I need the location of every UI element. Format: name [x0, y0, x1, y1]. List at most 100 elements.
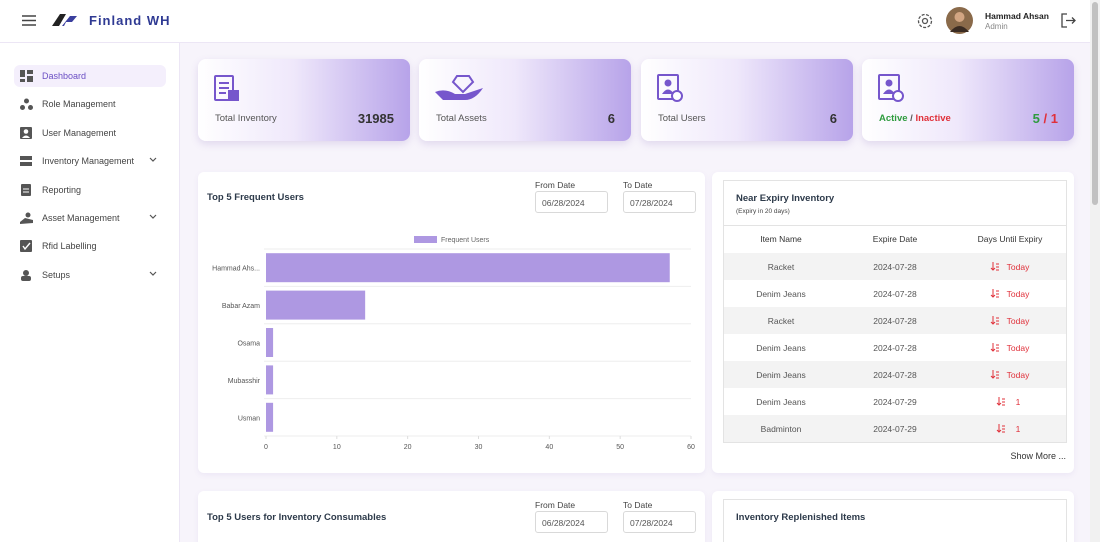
user-name: Hammad Ahsan [985, 11, 1049, 21]
table-cell: 1 [1015, 424, 1021, 434]
y-tick-label: Mubasshir [228, 378, 261, 385]
column-header: Days Until Expiry [977, 234, 1043, 244]
expiry-arrow [990, 289, 999, 298]
table-cell: Denim Jeans [756, 397, 806, 407]
avatar[interactable] [946, 7, 973, 34]
user-role: Admin [985, 22, 1008, 31]
table-row: Denim Jeans 2024-07-29 1 [724, 388, 1066, 415]
x-tick-label: 0 [264, 444, 268, 451]
nav-item[interactable]: Asset Management [14, 207, 166, 229]
expiry-arrow [996, 424, 1005, 433]
logo [52, 14, 77, 26]
table-cell: Badminton [760, 424, 802, 434]
table-cell: Denim Jeans [756, 343, 806, 353]
bar [266, 328, 274, 357]
nav-label: Role Management [42, 99, 116, 109]
settings-button[interactable] [916, 12, 934, 30]
bar [266, 290, 366, 320]
active-label: Active [879, 113, 908, 124]
stat-value: 31985 [357, 111, 394, 126]
x-tick-label: 40 [545, 444, 553, 451]
nav-item[interactable]: Reporting [14, 179, 166, 201]
table-cell: Today [1006, 370, 1030, 380]
nav-item[interactable]: Setups [14, 264, 166, 286]
stat-label: Total Users [658, 113, 706, 124]
nav-item[interactable]: Dashboard [14, 65, 166, 87]
date-input[interactable]: 06/28/2024 [535, 191, 608, 213]
header: Finland WH Hammad Ahsan Admin [0, 0, 1090, 43]
table-cell: Today [1006, 316, 1030, 326]
nav-label: Asset Management [42, 213, 120, 223]
panel-title: Near Expiry Inventory [736, 193, 835, 204]
x-tick-label: 30 [475, 444, 483, 451]
expiry-arrow [990, 343, 999, 352]
table-cell: Today [1006, 262, 1030, 272]
stat-label: Total Assets [436, 113, 487, 124]
nav-item[interactable]: Role Management [14, 93, 166, 115]
legend-label: Frequent Users [441, 237, 490, 244]
table-row: Badminton 2024-07-29 1 [724, 415, 1066, 442]
inactive-label: Inactive [915, 113, 951, 124]
scroll-thumb[interactable] [1092, 2, 1098, 205]
nav-item[interactable]: Rfid Labelling [14, 235, 166, 257]
table-cell: 2024-07-28 [873, 289, 917, 299]
y-tick-label: Hammad Ahs... [212, 266, 260, 273]
scrollbar[interactable] [1090, 0, 1100, 542]
sidebar: Dashboard Role Management User Managemen… [0, 43, 180, 542]
stat-label: Total Inventory [215, 113, 277, 124]
x-tick-label: 10 [333, 444, 341, 451]
table-row: Denim Jeans 2024-07-28 Today [724, 334, 1066, 361]
table-cell: Racket [767, 262, 795, 272]
panel-title: Inventory Replenished Items [736, 512, 866, 523]
date-input[interactable]: 07/28/2024 [623, 511, 696, 533]
replenished-box: Inventory Replenished Items [723, 499, 1067, 542]
consumables-panel: Top 5 Users for Inventory Consumables Fr… [198, 491, 705, 542]
table-cell: 2024-07-28 [873, 343, 917, 353]
status-label: Active / Inactive [879, 113, 951, 124]
expiry-arrow [990, 370, 999, 379]
table-cell: Today [1006, 289, 1030, 299]
table-cell: 1 [1015, 397, 1021, 407]
x-tick-label: 50 [616, 444, 624, 451]
expiry-icon [990, 262, 999, 271]
y-tick-label: Babar Azam [222, 303, 260, 310]
stat-card: Total Users 6 [641, 59, 853, 141]
table-cell: Racket [767, 316, 795, 326]
nav-label: Dashboard [42, 71, 87, 81]
expiry-arrow [990, 316, 999, 325]
chart-panel: Top 5 Frequent Users From Date 06/28/202… [198, 172, 705, 473]
table-row: Denim Jeans 2024-07-28 Today [724, 361, 1066, 388]
date-label: To Date [623, 180, 653, 190]
expiry-icon [990, 316, 999, 325]
expiry-panel: Near Expiry Inventory (Expiry in 20 days… [712, 172, 1074, 473]
stat-card: Total Assets 6 [419, 59, 631, 141]
column-header: Item Name [760, 234, 802, 244]
expiry-icon [996, 397, 1005, 406]
table-cell: Denim Jeans [756, 289, 806, 299]
nav-label: Reporting [42, 185, 82, 195]
date-input[interactable]: 07/28/2024 [623, 191, 696, 213]
nav-label: Inventory Management [42, 156, 135, 166]
logout-button[interactable] [1061, 13, 1076, 28]
show-more-link[interactable]: Show More ... [1010, 451, 1066, 461]
nav-item[interactable]: User Management [14, 122, 166, 144]
panel-title: Top 5 Frequent Users [207, 192, 304, 203]
date-input[interactable]: 06/28/2024 [535, 511, 608, 533]
nav-label: Rfid Labelling [42, 241, 97, 251]
menu-button[interactable] [22, 15, 36, 26]
table-cell: Today [1006, 343, 1030, 353]
legend-swatch [414, 236, 437, 243]
expiry-arrow [996, 397, 1005, 406]
x-tick-label: 60 [687, 444, 695, 451]
replenished-panel: Inventory Replenished Items [712, 491, 1074, 542]
chart: Frequent Users Hammad Ahs... Babar Azam Osa… [212, 236, 695, 451]
expiry-arrow [990, 262, 999, 271]
table-cell: 2024-07-29 [873, 424, 917, 434]
separator: / [910, 113, 913, 124]
table-cell: 2024-07-28 [873, 262, 917, 272]
table-row: Racket 2024-07-28 Today [724, 307, 1066, 334]
table-cell: Denim Jeans [756, 370, 806, 380]
nav-item[interactable]: Inventory Management [14, 150, 166, 172]
expiry-icon [990, 343, 999, 352]
